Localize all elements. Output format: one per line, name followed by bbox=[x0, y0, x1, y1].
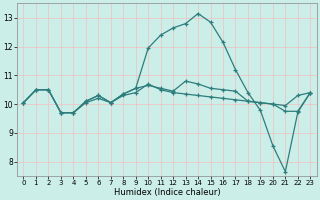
X-axis label: Humidex (Indice chaleur): Humidex (Indice chaleur) bbox=[114, 188, 220, 197]
